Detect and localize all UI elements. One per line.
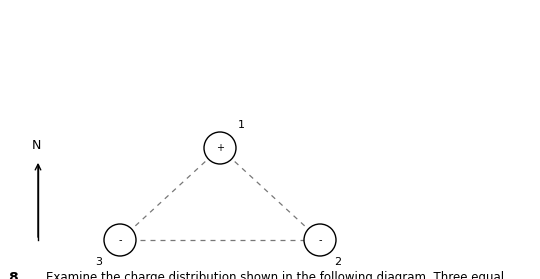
Circle shape (204, 132, 236, 164)
Circle shape (104, 224, 136, 256)
Text: +: + (216, 143, 224, 153)
Text: 3: 3 (95, 257, 102, 267)
Text: -: - (118, 235, 122, 245)
Text: N: N (31, 139, 40, 152)
Text: Examine the charge distribution shown in the following diagram. Three equal
char: Examine the charge distribution shown in… (46, 271, 540, 279)
Text: 8.: 8. (8, 271, 23, 279)
Text: 1: 1 (238, 120, 245, 130)
Circle shape (304, 224, 336, 256)
Text: -: - (318, 235, 322, 245)
Text: 2: 2 (334, 257, 341, 267)
